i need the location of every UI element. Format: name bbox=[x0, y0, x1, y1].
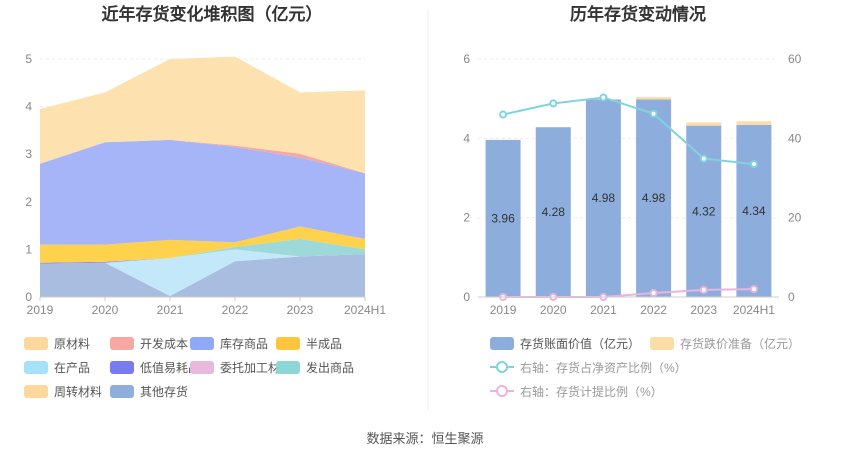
line-point bbox=[749, 160, 758, 169]
legend-label-存货跌价准备（亿元）: 存货跌价准备（亿元） bbox=[680, 336, 800, 351]
left-y-tick-label: 3 bbox=[25, 147, 32, 161]
area-原材料 bbox=[40, 56, 365, 174]
right-bars: 3.96 4.28 4.98 4.98 4.32 4.34 bbox=[485, 97, 772, 298]
line-point bbox=[549, 99, 558, 108]
line-point bbox=[649, 109, 658, 118]
legend-swatch-存货账面价值（亿元） bbox=[490, 337, 514, 350]
legend-label-右轴：存货占净资产比例（%）: 右轴：存货占净资产比例（%） bbox=[520, 360, 687, 375]
legend-label-开发成本: 开发成本 bbox=[140, 336, 188, 351]
legend-label-其他存货: 其他存货 bbox=[140, 384, 188, 399]
right-x-tick-label: 2024H1 bbox=[733, 303, 775, 317]
bar-book-value bbox=[535, 127, 571, 297]
right-x-tick-label: 2020 bbox=[540, 303, 567, 317]
area-半成品 bbox=[40, 226, 365, 263]
area-其他存货 bbox=[40, 254, 365, 297]
area-开发成本 bbox=[40, 139, 365, 174]
line-point bbox=[749, 285, 758, 294]
bar-book-value bbox=[736, 124, 772, 297]
bar-impairment-reserve bbox=[686, 122, 722, 126]
area-发出商品 bbox=[40, 238, 365, 264]
legend-label-周转材料: 周转材料 bbox=[54, 384, 102, 399]
legend-label-右轴：存货计提比例（%）: 右轴：存货计提比例（%） bbox=[520, 384, 663, 399]
legend-label-在产品: 在产品 bbox=[54, 361, 90, 375]
right-left-y-tick-label: 0 bbox=[463, 290, 470, 304]
legend-marker-右轴：存货计提比例（%） bbox=[496, 385, 508, 397]
legend-swatch-低值易耗品 bbox=[110, 361, 134, 374]
legend-swatch-发出商品 bbox=[276, 361, 300, 374]
bar-value-label: 3.96 bbox=[491, 211, 515, 225]
right-chart-title: 历年存货变动情况 bbox=[570, 4, 706, 24]
bar-value-label: 4.34 bbox=[742, 204, 766, 218]
legend-swatch-委托加工材料 bbox=[190, 361, 214, 374]
bar-value-label: 4.32 bbox=[692, 204, 716, 218]
bar-book-value bbox=[686, 125, 722, 297]
line-point bbox=[599, 93, 608, 102]
right-x-tick-label: 2023 bbox=[690, 303, 717, 317]
right-x-tick-label: 2022 bbox=[640, 303, 667, 317]
bar-book-value bbox=[636, 99, 672, 298]
left-axis: 0 1 2 3 4 5 2019 2020 2021 2022 2023 2024H1 bbox=[25, 52, 386, 317]
left-x-tick-label: 2019 bbox=[27, 303, 54, 317]
left-x-tick-label: 2023 bbox=[287, 303, 314, 317]
bar-value-label: 4.98 bbox=[642, 191, 666, 205]
legend-swatch-在产品 bbox=[24, 361, 48, 374]
legend-label-存货账面价值（亿元）: 存货账面价值（亿元） bbox=[520, 336, 640, 351]
bar-value-label: 4.98 bbox=[592, 191, 616, 205]
right-grid bbox=[478, 58, 779, 219]
left-x-tick-label: 2024H1 bbox=[344, 303, 386, 317]
left-x-tick-label: 2020 bbox=[92, 303, 119, 317]
right-legend: 存货账面价值（亿元） 存货跌价准备（亿元） 右轴：存货占净资产比例（%） 右轴：存货计… bbox=[490, 336, 800, 399]
left-x-tick-label: 2022 bbox=[222, 303, 249, 317]
legend-marker-右轴：存货占净资产比例（%） bbox=[496, 361, 508, 373]
right-right-y-tick-label: 60 bbox=[788, 52, 802, 66]
line-ratio-net-assets bbox=[502, 96, 755, 166]
area-库存商品 bbox=[40, 139, 365, 245]
legend-label-半成品: 半成品 bbox=[306, 337, 342, 351]
legend-label-原材料: 原材料 bbox=[54, 337, 90, 351]
bar-book-value bbox=[485, 139, 521, 297]
left-y-tick-label: 2 bbox=[25, 195, 32, 209]
line-point bbox=[499, 110, 508, 119]
right-right-y-tick-label: 20 bbox=[788, 211, 802, 225]
legend-swatch-周转材料 bbox=[24, 385, 48, 398]
area-在产品 bbox=[40, 249, 365, 297]
left-y-tick-label: 5 bbox=[25, 52, 32, 66]
right-x-tick-label: 2021 bbox=[590, 303, 617, 317]
legend-swatch-库存商品 bbox=[190, 337, 214, 350]
legend-label-发出商品: 发出商品 bbox=[306, 360, 354, 375]
legend-swatch-其他存货 bbox=[110, 385, 134, 398]
source-label: 数据来源：恒生聚源 bbox=[366, 431, 483, 446]
bar-impairment-reserve bbox=[636, 97, 672, 100]
left-area-layers bbox=[40, 56, 365, 297]
right-left-y-tick-label: 2 bbox=[463, 211, 470, 225]
right-left-y-tick-label: 6 bbox=[463, 52, 470, 66]
bar-book-value bbox=[585, 99, 621, 298]
line-point bbox=[699, 285, 708, 294]
right-right-y-tick-label: 0 bbox=[788, 290, 795, 304]
legend-swatch-半成品 bbox=[276, 337, 300, 350]
legend-label-库存商品: 库存商品 bbox=[220, 336, 268, 351]
legend-swatch-存货跌价准备（亿元） bbox=[650, 337, 674, 350]
right-x-tick-label: 2019 bbox=[490, 303, 517, 317]
bar-value-label: 4.28 bbox=[542, 205, 566, 219]
left-y-tick-label: 4 bbox=[25, 100, 32, 114]
legend-swatch-开发成本 bbox=[110, 337, 134, 350]
left-y-tick-label: 1 bbox=[25, 242, 32, 256]
legend-swatch-原材料 bbox=[24, 337, 48, 350]
legend-label-低值易耗品: 低值易耗品 bbox=[140, 360, 200, 375]
line-point bbox=[699, 154, 708, 163]
left-chart-title: 近年存货变化堆积图（亿元） bbox=[102, 4, 323, 24]
right-left-y-tick-label: 4 bbox=[463, 131, 470, 145]
line-point bbox=[649, 289, 658, 298]
left-x-tick-label: 2021 bbox=[157, 303, 184, 317]
legend-label-委托加工材料: 委托加工材料 bbox=[220, 361, 292, 375]
left-y-tick-label: 0 bbox=[25, 290, 32, 304]
right-right-y-tick-label: 40 bbox=[788, 131, 802, 145]
bar-impairment-reserve bbox=[736, 121, 772, 125]
